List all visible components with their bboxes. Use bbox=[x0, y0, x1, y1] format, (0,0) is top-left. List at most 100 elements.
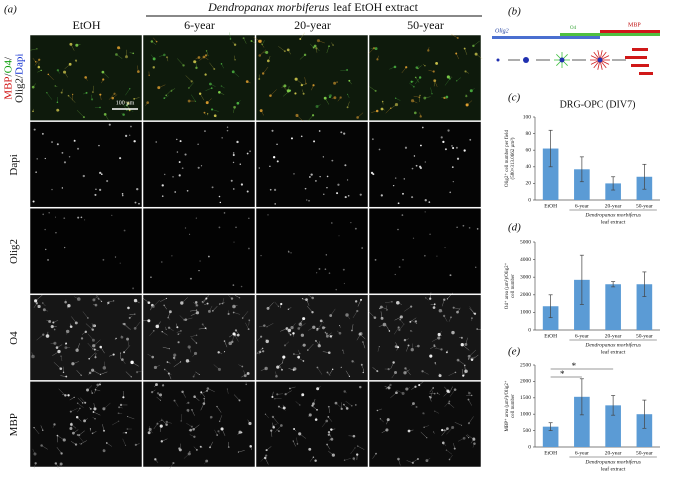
cell-process bbox=[31, 352, 34, 357]
cell-signal bbox=[337, 183, 340, 186]
cell-process bbox=[108, 93, 115, 100]
cell-process bbox=[71, 424, 77, 429]
cell-process bbox=[261, 40, 265, 45]
row-label-part: MBP bbox=[8, 413, 20, 436]
cell-signal bbox=[55, 232, 57, 234]
cell-process bbox=[92, 431, 97, 434]
cell-process bbox=[396, 347, 399, 351]
cell-process bbox=[256, 336, 262, 341]
cell-signal bbox=[340, 407, 343, 411]
cell-process bbox=[232, 41, 236, 45]
cell-signal bbox=[128, 109, 131, 112]
cell-process bbox=[124, 323, 132, 330]
cell-process bbox=[279, 303, 282, 309]
cell-process bbox=[168, 327, 174, 332]
cell-signal bbox=[290, 137, 293, 140]
cell-process bbox=[242, 311, 249, 319]
cell-process bbox=[272, 391, 274, 398]
cell-signal bbox=[462, 224, 465, 227]
cell-process bbox=[227, 388, 229, 394]
cell-signal bbox=[240, 285, 243, 288]
cell-process bbox=[390, 392, 397, 398]
bar bbox=[574, 396, 590, 447]
cell-signal bbox=[235, 226, 237, 229]
cell-process bbox=[328, 432, 332, 438]
cell-process bbox=[282, 404, 285, 408]
cell-signal bbox=[246, 152, 249, 155]
cell-signal bbox=[359, 193, 362, 196]
significance-label: * bbox=[560, 369, 565, 379]
cell-process bbox=[253, 37, 261, 42]
cell-process bbox=[134, 97, 140, 100]
cell-signal bbox=[468, 227, 471, 229]
cell-process bbox=[475, 53, 483, 59]
cell-signal bbox=[419, 165, 422, 168]
cell-process bbox=[385, 325, 390, 332]
cell-signal bbox=[344, 196, 347, 199]
cell-process bbox=[134, 321, 141, 329]
cell-process bbox=[122, 438, 126, 446]
cell-process bbox=[415, 77, 421, 85]
cell-signal bbox=[160, 261, 163, 263]
cell-signal bbox=[232, 154, 235, 157]
cell-process bbox=[265, 414, 270, 419]
cell-process bbox=[419, 95, 421, 103]
cell-signal bbox=[184, 318, 188, 321]
cell-signal bbox=[178, 174, 181, 177]
cell-process bbox=[100, 371, 108, 375]
micrograph bbox=[255, 294, 369, 381]
cell-process bbox=[158, 84, 166, 88]
cell-process bbox=[433, 431, 435, 434]
header-rest: leaf EtOH extract bbox=[333, 0, 418, 14]
cell-process bbox=[106, 442, 113, 447]
cell-process bbox=[203, 56, 209, 60]
cell-process bbox=[219, 415, 223, 422]
cell-signal bbox=[267, 214, 269, 216]
cell-signal bbox=[272, 156, 276, 159]
cell-signal bbox=[394, 371, 398, 375]
cell-process bbox=[274, 425, 282, 433]
cell-process bbox=[193, 446, 198, 451]
cell-process bbox=[81, 440, 87, 444]
cell-signal bbox=[318, 268, 321, 270]
cell-process bbox=[103, 449, 105, 451]
cell-process bbox=[46, 319, 50, 322]
cell-signal bbox=[398, 266, 401, 268]
cell-process bbox=[233, 55, 236, 60]
olig2-bar bbox=[492, 36, 600, 39]
cell-signal bbox=[424, 199, 427, 202]
panel-label: (a) bbox=[4, 4, 17, 16]
cell-process bbox=[450, 34, 458, 39]
cell-process bbox=[34, 301, 40, 307]
cell-signal bbox=[232, 161, 235, 164]
bar bbox=[542, 148, 559, 200]
cell-signal bbox=[246, 372, 250, 375]
cell-process bbox=[468, 399, 472, 406]
cell-process bbox=[71, 316, 77, 324]
cell-signal bbox=[130, 125, 132, 128]
cell-process bbox=[91, 94, 93, 100]
cell-signal bbox=[315, 180, 317, 182]
cell-process bbox=[265, 339, 268, 342]
cell-process bbox=[453, 307, 461, 310]
cell-signal bbox=[433, 79, 437, 82]
cell-signal bbox=[91, 392, 93, 394]
cell-process bbox=[127, 339, 130, 347]
cell-process bbox=[60, 375, 67, 377]
cell-process bbox=[213, 364, 220, 370]
cell-process bbox=[423, 413, 425, 415]
cell-process bbox=[346, 314, 351, 320]
cell-process bbox=[367, 310, 376, 318]
cell-process bbox=[416, 65, 420, 68]
cell-signal bbox=[387, 386, 391, 390]
cell-signal bbox=[319, 175, 321, 178]
cell-process bbox=[64, 72, 68, 78]
cell-process bbox=[307, 294, 313, 299]
cell-process bbox=[336, 330, 341, 334]
cell-signal bbox=[266, 59, 270, 63]
y-tick-label: 1000 bbox=[520, 411, 531, 417]
cell-process bbox=[34, 59, 40, 66]
cell-process bbox=[469, 308, 476, 314]
cell-signal bbox=[123, 229, 126, 232]
cell-process bbox=[441, 96, 447, 98]
